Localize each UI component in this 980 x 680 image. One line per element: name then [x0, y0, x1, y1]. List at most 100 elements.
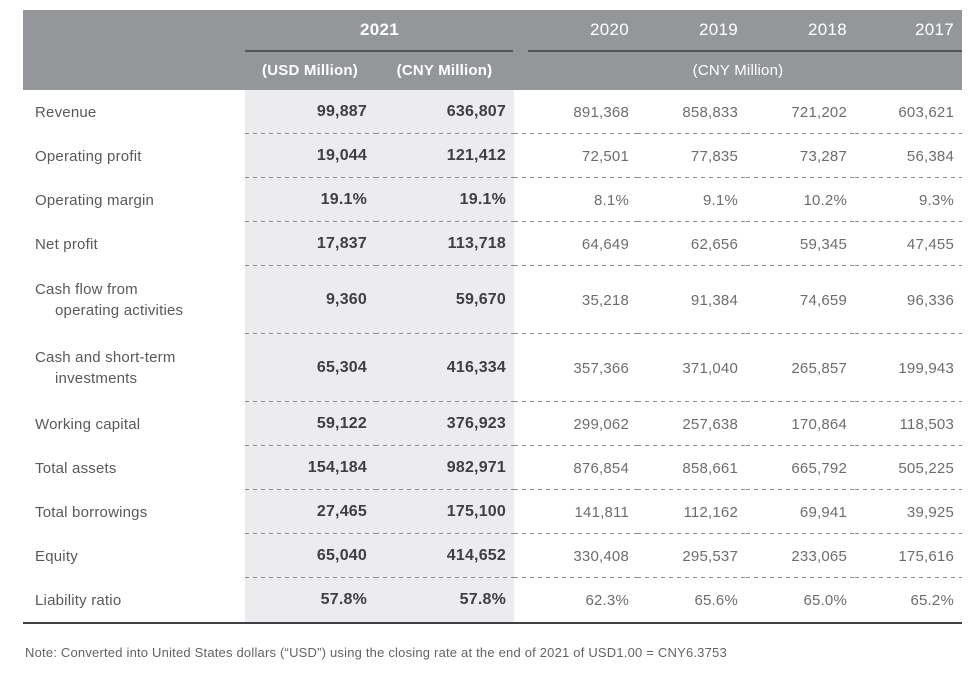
- value-2018: 265,857: [746, 334, 855, 402]
- header-unit-usd: (USD Million): [245, 50, 375, 90]
- table-row: Total borrowings 27,465 175,100 141,811 …: [23, 490, 962, 534]
- value-2021-cny: 982,971: [375, 446, 514, 490]
- row-label: Working capital: [35, 415, 141, 433]
- header-unit-cny-right: (CNY Million): [514, 50, 962, 90]
- table-row: Total assets 154,184 982,971 876,854 858…: [23, 446, 962, 490]
- value-2020: 876,854: [514, 446, 637, 490]
- value-2021-cny: 121,412: [375, 134, 514, 178]
- value-2017: 47,455: [855, 222, 962, 266]
- value-2017: 65.2%: [855, 578, 962, 624]
- value-2018: 73,287: [746, 134, 855, 178]
- value-2021-cny: 19.1%: [375, 178, 514, 222]
- row-label: Total borrowings: [35, 503, 148, 521]
- header-row-units: (USD Million) (CNY Million) (CNY Million…: [23, 50, 962, 90]
- table-body: Revenue 99,887 636,807 891,368 858,833 7…: [23, 90, 962, 624]
- value-2018: 233,065: [746, 534, 855, 578]
- table-row: Operating profit 19,044 121,412 72,501 7…: [23, 134, 962, 178]
- header-corner: [23, 10, 245, 50]
- value-2020: 891,368: [514, 90, 637, 134]
- value-2021-cny: 59,670: [375, 266, 514, 334]
- value-2019: 62,656: [637, 222, 746, 266]
- value-2021-cny: 416,334: [375, 334, 514, 402]
- row-label: Equity: [35, 547, 78, 565]
- value-2018: 69,941: [746, 490, 855, 534]
- value-2021-cny: 414,652: [375, 534, 514, 578]
- value-2021-usd: 59,122: [245, 402, 375, 446]
- value-2017: 505,225: [855, 446, 962, 490]
- value-2018: 59,345: [746, 222, 855, 266]
- value-2021-usd: 19.1%: [245, 178, 375, 222]
- value-2020: 330,408: [514, 534, 637, 578]
- row-label: Net profit: [35, 235, 98, 253]
- value-2019: 257,638: [637, 402, 746, 446]
- value-2018: 74,659: [746, 266, 855, 334]
- five-year-summary-table: 2021 2020 2019 2018 2017 (USD Million) (…: [23, 10, 962, 624]
- table-row: Working capital 59,122 376,923 299,062 2…: [23, 402, 962, 446]
- value-2021-usd: 57.8%: [245, 578, 375, 624]
- value-2021-usd: 17,837: [245, 222, 375, 266]
- value-2019: 91,384: [637, 266, 746, 334]
- value-2020: 72,501: [514, 134, 637, 178]
- value-2017: 603,621: [855, 90, 962, 134]
- value-2021-usd: 19,044: [245, 134, 375, 178]
- row-label: Cash flow from operating activities: [35, 281, 184, 319]
- table-row: Cash and short-term investments 65,304 4…: [23, 334, 962, 402]
- header-year-2019: 2019: [637, 10, 746, 50]
- footnote: Note: Converted into United States dolla…: [25, 645, 727, 660]
- table-row: Revenue 99,887 636,807 891,368 858,833 7…: [23, 90, 962, 134]
- header-year-2017: 2017: [855, 10, 962, 50]
- value-2019: 112,162: [637, 490, 746, 534]
- header-unit-cny: (CNY Million): [375, 50, 514, 90]
- value-2019: 371,040: [637, 334, 746, 402]
- header-underline-years: [528, 50, 962, 52]
- value-2021-cny: 57.8%: [375, 578, 514, 624]
- value-2021-cny: 376,923: [375, 402, 514, 446]
- value-2017: 96,336: [855, 266, 962, 334]
- value-2019: 858,661: [637, 446, 746, 490]
- value-2020: 64,649: [514, 222, 637, 266]
- value-2021-usd: 9,360: [245, 266, 375, 334]
- row-label: Operating margin: [35, 191, 155, 209]
- value-2020: 299,062: [514, 402, 637, 446]
- value-2021-usd: 154,184: [245, 446, 375, 490]
- row-label: Operating profit: [35, 147, 142, 165]
- table-row: Cash flow from operating activities 9,36…: [23, 266, 962, 334]
- row-label: Liability ratio: [23, 578, 245, 624]
- value-2020: 8.1%: [514, 178, 637, 222]
- value-2020: 35,218: [514, 266, 637, 334]
- header-year-2018: 2018: [746, 10, 855, 50]
- value-2019: 9.1%: [637, 178, 746, 222]
- value-2019: 77,835: [637, 134, 746, 178]
- value-2021-cny: 636,807: [375, 90, 514, 134]
- value-2017: 199,943: [855, 334, 962, 402]
- value-2019: 65.6%: [637, 578, 746, 624]
- row-label: Total assets: [35, 459, 117, 477]
- value-2019: 295,537: [637, 534, 746, 578]
- value-2019: 858,833: [637, 90, 746, 134]
- header-year-2021: 2021: [245, 10, 514, 50]
- header-underline-2021: [245, 50, 513, 52]
- table-row: Liability ratio 57.8% 57.8% 62.3% 65.6% …: [23, 578, 962, 624]
- value-2017: 175,616: [855, 534, 962, 578]
- value-2020: 141,811: [514, 490, 637, 534]
- value-2017: 56,384: [855, 134, 962, 178]
- row-label: Revenue: [35, 103, 97, 121]
- value-2021-cny: 175,100: [375, 490, 514, 534]
- value-2020: 62.3%: [514, 578, 637, 624]
- header-year-2020: 2020: [514, 10, 637, 50]
- header-corner-units: [23, 50, 245, 90]
- value-2017: 39,925: [855, 490, 962, 534]
- table-header: 2021 2020 2019 2018 2017 (USD Million) (…: [23, 10, 962, 90]
- value-2018: 170,864: [746, 402, 855, 446]
- value-2018: 721,202: [746, 90, 855, 134]
- value-2021-usd: 27,465: [245, 490, 375, 534]
- value-2018: 10.2%: [746, 178, 855, 222]
- financial-highlights-table: 2021 2020 2019 2018 2017 (USD Million) (…: [23, 10, 962, 624]
- value-2021-usd: 65,304: [245, 334, 375, 402]
- value-2021-usd: 99,887: [245, 90, 375, 134]
- header-row-years: 2021 2020 2019 2018 2017: [23, 10, 962, 50]
- table-row: Equity 65,040 414,652 330,408 295,537 23…: [23, 534, 962, 578]
- value-2021-usd: 65,040: [245, 534, 375, 578]
- table-row: Net profit 17,837 113,718 64,649 62,656 …: [23, 222, 962, 266]
- value-2020: 357,366: [514, 334, 637, 402]
